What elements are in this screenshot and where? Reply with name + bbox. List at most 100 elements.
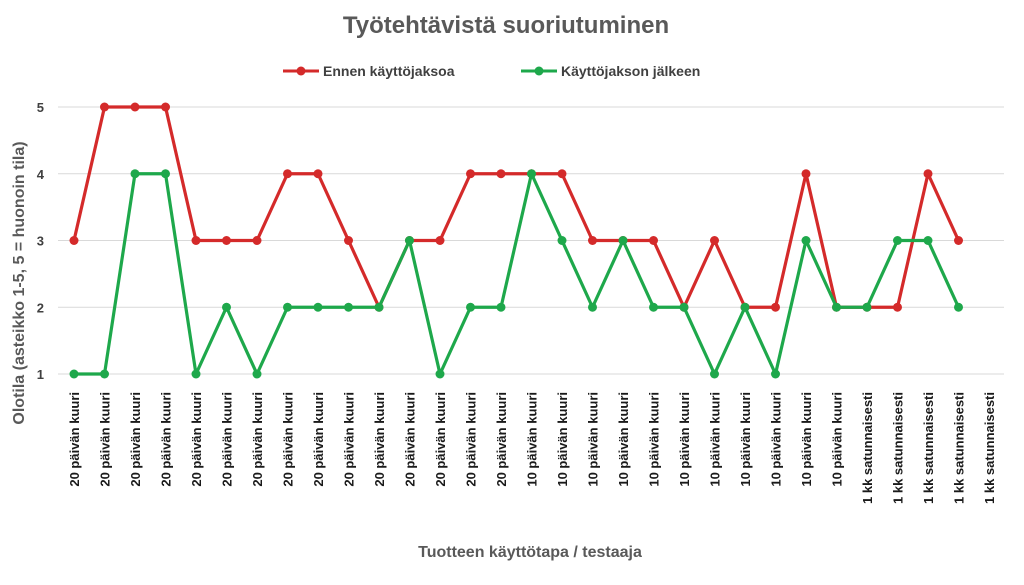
data-point[interactable]	[405, 236, 414, 245]
data-point[interactable]	[313, 302, 323, 312]
x-tick-label: 20 päivän kuuri	[189, 392, 204, 487]
data-point[interactable]	[466, 169, 475, 179]
x-tick-label: 20 päivän kuuri	[250, 392, 265, 487]
data-point[interactable]	[954, 236, 963, 245]
data-point[interactable]	[191, 369, 201, 379]
data-point[interactable]	[283, 169, 292, 179]
x-tick-label: 10 päivän kuuri	[525, 392, 540, 487]
x-tick-label: 10 päivän kuuri	[799, 392, 814, 487]
data-point[interactable]	[923, 169, 933, 179]
data-point[interactable]	[893, 302, 902, 312]
x-tick-label: 10 päivän kuuri	[769, 392, 784, 487]
x-tick-label: 20 päivän kuuri	[372, 392, 387, 487]
data-point[interactable]	[771, 302, 780, 312]
data-point[interactable]	[191, 236, 201, 245]
data-point[interactable]	[252, 236, 262, 245]
data-point[interactable]	[801, 169, 811, 179]
x-tick-label: 20 päivän kuuri	[128, 392, 143, 487]
x-tick-label: 10 päivän kuuri	[616, 392, 631, 487]
data-point[interactable]	[527, 169, 536, 179]
x-tick-label: 10 päivän kuuri	[738, 392, 753, 487]
series-ennen	[69, 102, 963, 312]
data-point[interactable]	[557, 236, 567, 245]
data-point[interactable]	[435, 369, 445, 379]
data-point[interactable]	[100, 102, 109, 112]
data-point[interactable]	[344, 236, 353, 245]
legend-label-ennen: Ennen käyttöjaksoa	[323, 63, 455, 79]
x-tick-label: 20 päivän kuuri	[281, 392, 296, 487]
data-point[interactable]	[710, 236, 719, 245]
x-tick-label: 1 kk satunnaisesti	[982, 392, 997, 504]
legend-marker-ennen	[296, 66, 306, 76]
data-point[interactable]	[69, 369, 79, 379]
data-point[interactable]	[771, 369, 780, 379]
x-tick-label: 20 päivän kuuri	[98, 392, 113, 487]
data-point[interactable]	[130, 102, 140, 112]
legend-label-jalkeen: Käyttöjakson jälkeen	[561, 63, 700, 79]
x-axis-ticks: 20 päivän kuuri 20 päivän kuuri 20 päivän …	[67, 392, 997, 504]
data-point[interactable]	[557, 169, 567, 179]
data-point[interactable]	[588, 236, 597, 245]
x-tick-label: 10 päivän kuuri	[677, 392, 692, 487]
y-tick-label: 2	[37, 300, 44, 315]
legend-marker-jalkeen	[534, 66, 544, 76]
data-point[interactable]	[161, 102, 170, 112]
data-point[interactable]	[313, 169, 323, 179]
x-tick-label: 1 kk satunnaisesti	[952, 392, 967, 504]
y-tick-label: 3	[37, 234, 44, 249]
series-layer	[69, 102, 963, 379]
y-axis-title: Olotila (asteikko 1-5, 5 = huonoin tila)	[11, 141, 28, 424]
data-point[interactable]	[283, 302, 292, 312]
data-point[interactable]	[923, 236, 933, 245]
data-point[interactable]	[710, 369, 719, 379]
x-tick-label: 20 päivän kuuri	[433, 392, 448, 487]
data-point[interactable]	[222, 302, 231, 312]
data-point[interactable]	[649, 302, 658, 312]
data-point[interactable]	[466, 302, 475, 312]
data-point[interactable]	[679, 302, 689, 312]
data-point[interactable]	[252, 369, 262, 379]
data-point[interactable]	[496, 302, 506, 312]
x-tick-label: 1 kk satunnaisesti	[921, 392, 936, 504]
data-point[interactable]	[344, 302, 353, 312]
y-tick-label: 4	[37, 167, 45, 182]
data-point[interactable]	[435, 236, 445, 245]
legend: Ennen käyttöjaksoa Käyttöjakson jälkeen	[283, 63, 700, 79]
data-point[interactable]	[222, 236, 231, 245]
data-point[interactable]	[801, 236, 811, 245]
data-point[interactable]	[496, 169, 506, 179]
x-tick-label: 20 päivän kuuri	[403, 392, 418, 487]
data-point[interactable]	[832, 302, 841, 312]
x-tick-label: 10 päivän kuuri	[555, 392, 570, 487]
data-point[interactable]	[130, 169, 140, 179]
data-point[interactable]	[740, 302, 750, 312]
data-point[interactable]	[69, 236, 79, 245]
data-point[interactable]	[588, 302, 597, 312]
series-line	[72, 105, 961, 309]
x-tick-label: 20 päivän kuuri	[220, 392, 235, 487]
data-point[interactable]	[954, 302, 963, 312]
x-tick-label: 20 päivän kuuri	[342, 392, 357, 487]
y-tick-label: 5	[37, 100, 44, 115]
data-point[interactable]	[100, 369, 109, 379]
legend-item-jalkeen[interactable]: Käyttöjakson jälkeen	[521, 63, 700, 79]
x-tick-label: 10 päivän kuuri	[586, 392, 601, 487]
x-tick-label: 10 päivän kuuri	[647, 392, 662, 487]
x-tick-label: 1 kk satunnaisesti	[860, 392, 875, 504]
data-point[interactable]	[893, 236, 902, 245]
x-tick-label: 20 päivän kuuri	[464, 392, 479, 487]
x-tick-label: 20 päivän kuuri	[159, 392, 174, 487]
y-axis-ticks: 1 2 3 4 5	[37, 100, 45, 382]
x-tick-label: 10 päivän kuuri	[708, 392, 723, 487]
chart-title: Työtehtävistä suoriutuminen	[343, 12, 669, 39]
x-tick-label: 1 kk satunnaisesti	[891, 392, 906, 504]
series-line	[72, 172, 961, 376]
data-point[interactable]	[618, 236, 628, 245]
x-tick-label: 20 päivän kuuri	[67, 392, 82, 487]
data-point[interactable]	[161, 169, 170, 179]
data-point[interactable]	[862, 302, 872, 312]
legend-item-ennen[interactable]: Ennen käyttöjaksoa	[283, 63, 455, 79]
data-point[interactable]	[649, 236, 658, 245]
data-point[interactable]	[374, 302, 384, 312]
